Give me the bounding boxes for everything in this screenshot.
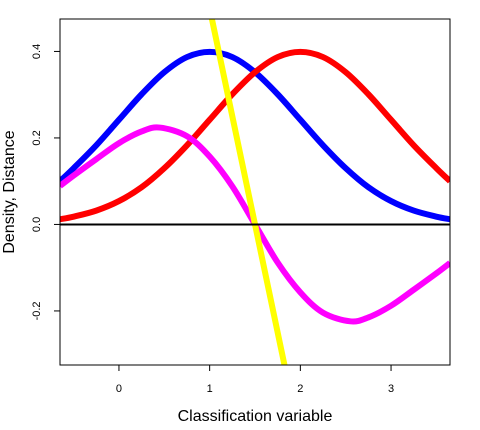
y-tick-label: 0.0 — [31, 217, 43, 232]
series-line-1 — [60, 48, 450, 223]
y-tick-label: -0.2 — [31, 301, 43, 320]
y-tick-label: 0.4 — [31, 44, 43, 59]
x-tick-label: 1 — [207, 383, 213, 395]
x-tick-label: 2 — [297, 383, 303, 395]
plot-area — [60, 19, 450, 365]
x-axis-label: Classification variable — [178, 408, 333, 425]
plot-frame — [59, 18, 451, 366]
y-tick-label: 0.2 — [31, 130, 43, 145]
y-axis-label: Density, Distance — [1, 130, 18, 253]
y-axis-ticks: -0.2 0.0 0.2 0.4 — [31, 44, 60, 320]
x-tick-label: 3 — [388, 383, 394, 395]
x-axis-ticks: 0 1 2 3 — [116, 365, 394, 395]
x-tick-label: 0 — [116, 383, 122, 395]
